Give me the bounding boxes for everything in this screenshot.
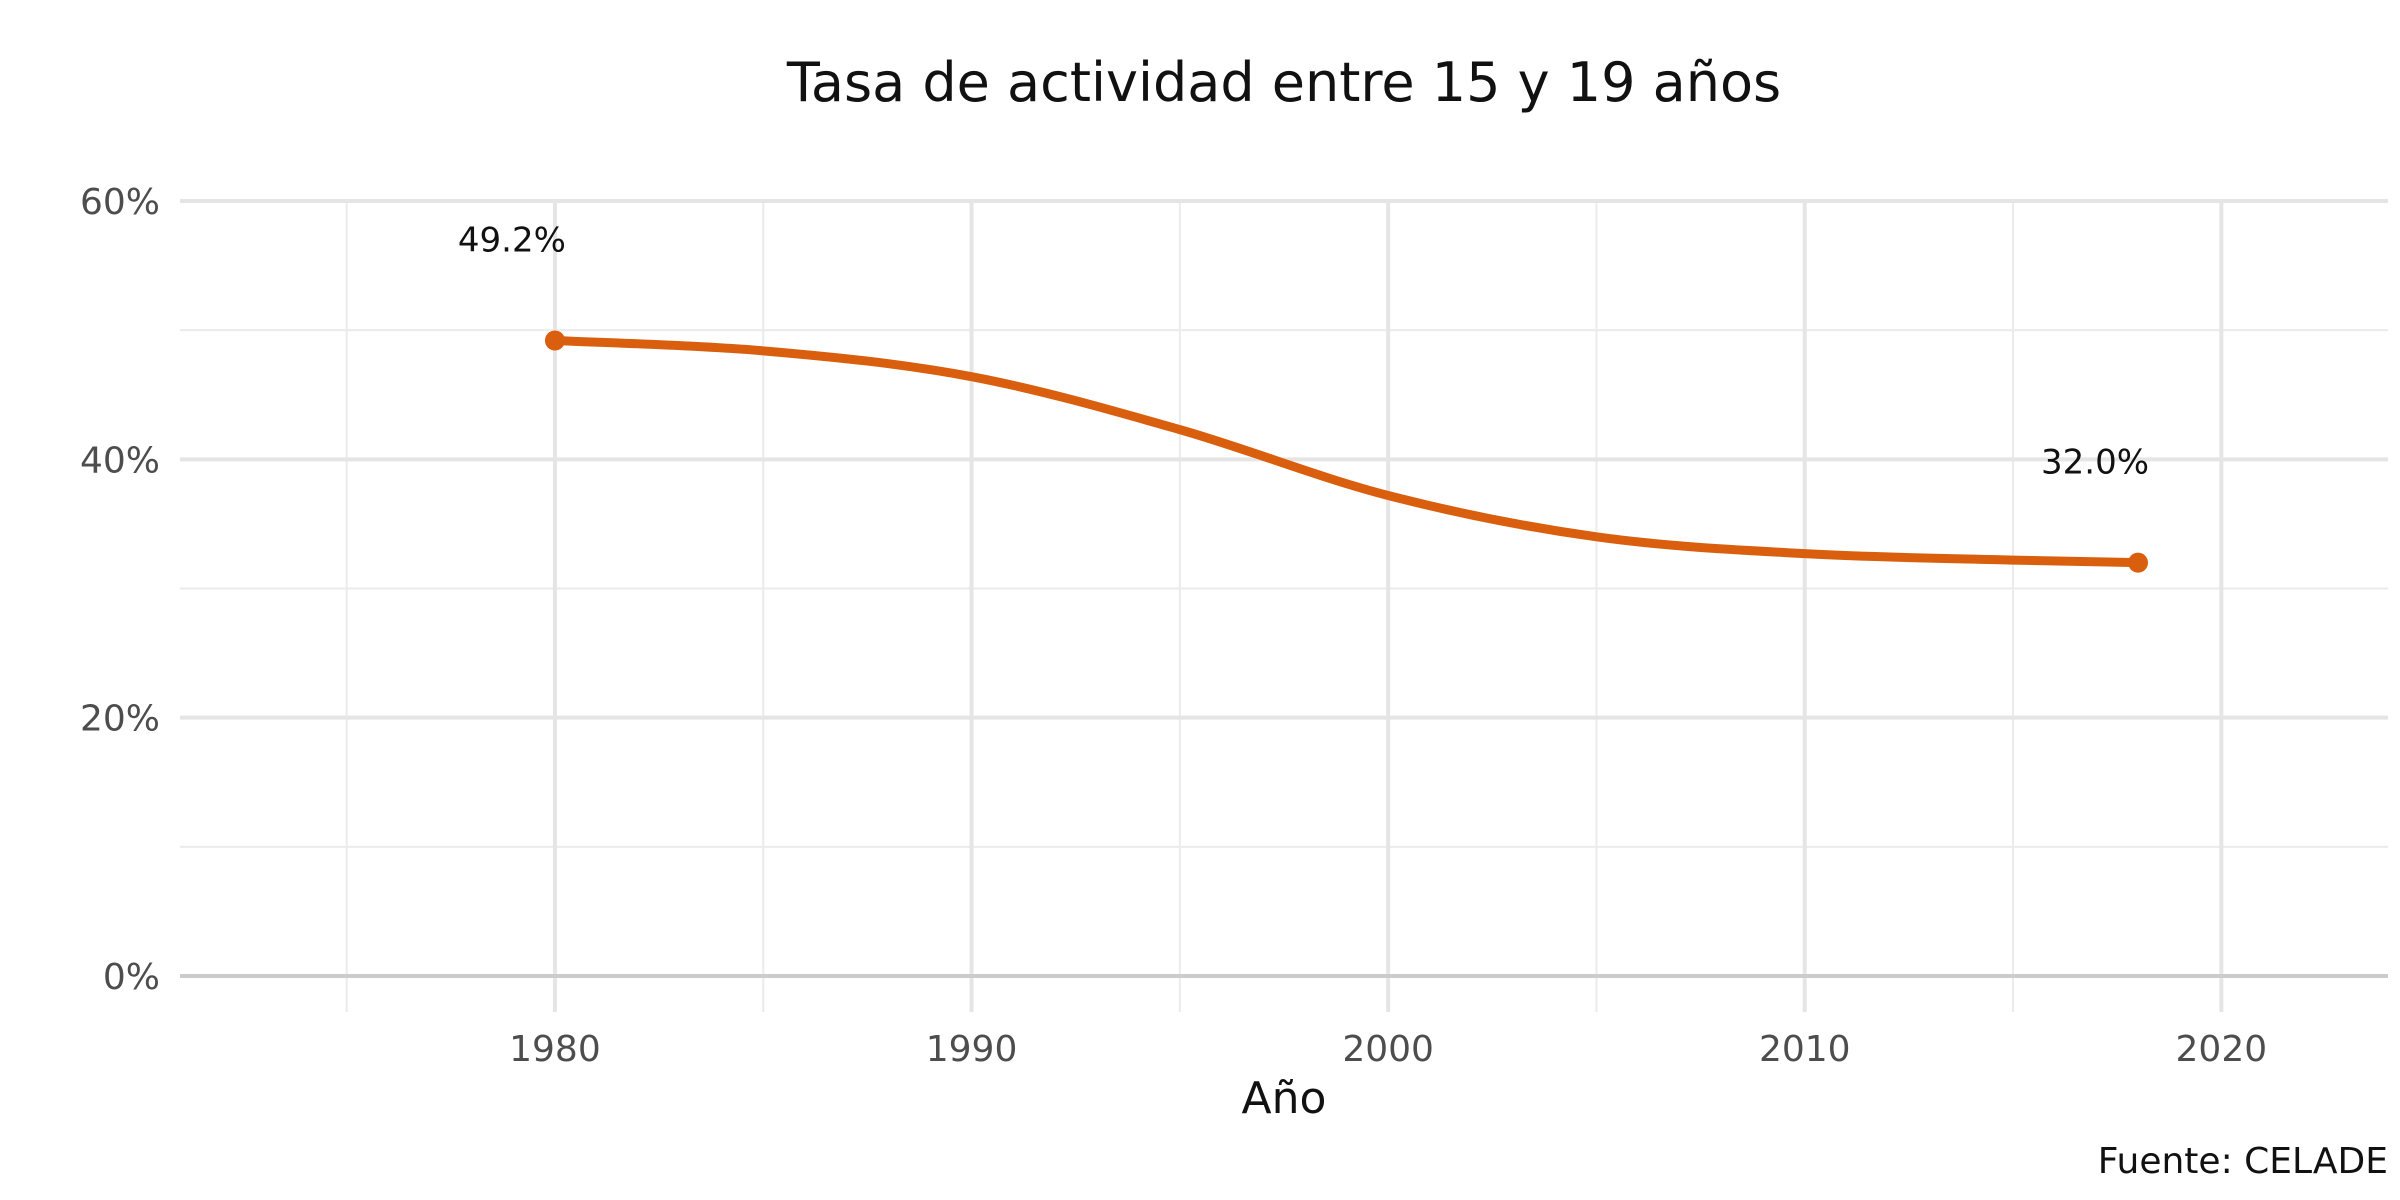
- series: [550, 336, 2143, 568]
- x-tick-label: 2010: [1759, 1029, 1851, 1070]
- data-label: 32.0%: [2041, 443, 2149, 483]
- endpoints: 49.2% 32.0%: [458, 221, 2149, 573]
- chart-title: Tasa de actividad entre 15 y 19 años: [786, 51, 1781, 114]
- endpoint-marker: [544, 330, 565, 351]
- source-caption: Fuente: CELADE: [2098, 1141, 2388, 1182]
- axes: 1980 1990 2000 2010 2020 0% 20% 40% 60%: [80, 182, 2267, 1070]
- x-tick-label: 1980: [509, 1029, 601, 1070]
- y-tick-label: 60%: [80, 182, 160, 223]
- y-tick-label: 40%: [80, 440, 160, 481]
- data-label: 49.2%: [458, 221, 566, 261]
- y-tick-label: 0%: [103, 957, 160, 998]
- grid: [180, 199, 2388, 1012]
- y-tick-label: 20%: [80, 699, 160, 740]
- x-axis-title: Año: [1242, 1073, 1327, 1124]
- x-tick-label: 2020: [2176, 1029, 2268, 1070]
- x-tick-label: 2000: [1342, 1029, 1434, 1070]
- endpoint-marker: [2128, 552, 2149, 573]
- x-tick-label: 1990: [926, 1029, 1018, 1070]
- series-line-0: [550, 336, 2143, 568]
